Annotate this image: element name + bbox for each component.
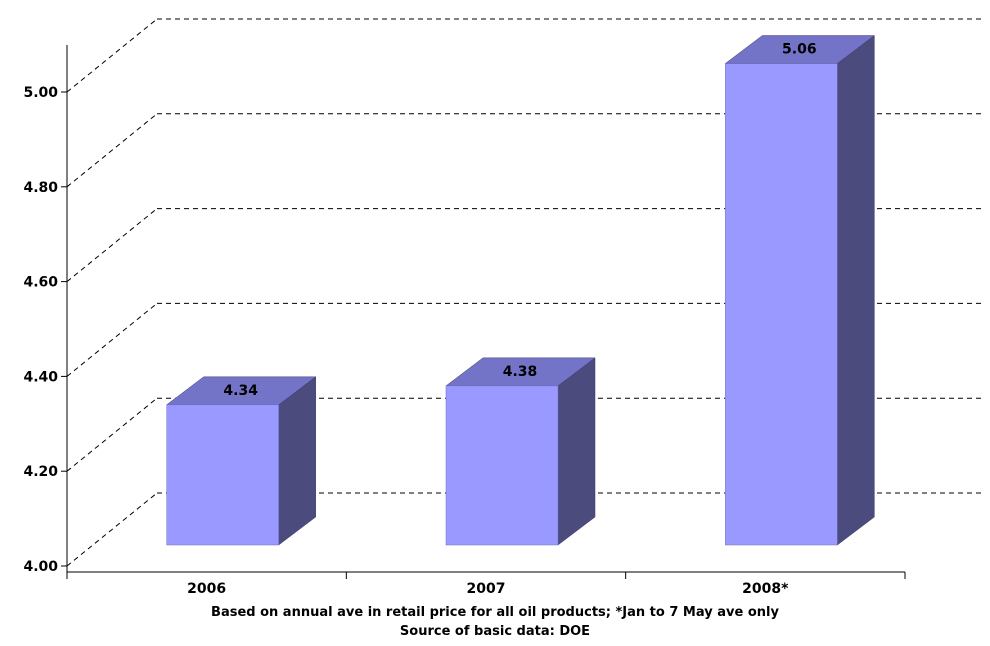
gridline-depth	[67, 303, 157, 376]
data-label: 4.34	[223, 383, 258, 399]
bar-2008	[725, 36, 874, 545]
y-tick-label: 4.80	[23, 180, 58, 196]
x-tick-label: 2008*	[742, 581, 789, 597]
x-tick-label: 2007	[467, 581, 506, 597]
bar-side	[279, 377, 316, 545]
bar-side	[558, 358, 595, 545]
bar-2007	[446, 358, 595, 545]
bar-front	[446, 386, 558, 545]
y-tick-label: 4.00	[23, 559, 58, 575]
bar-2006	[167, 377, 316, 545]
gridline-depth	[67, 114, 157, 187]
bar-front	[167, 405, 279, 545]
y-tick-label: 5.00	[23, 85, 58, 101]
data-label: 5.06	[782, 42, 817, 58]
footnote: Based on annual ave in retail price for …	[0, 605, 990, 620]
data-label: 4.38	[503, 364, 538, 380]
source-note: Source of basic data: DOE	[0, 624, 990, 639]
gridline-depth	[67, 398, 157, 471]
y-tick-label: 4.40	[23, 369, 58, 385]
bars	[167, 36, 875, 545]
bar-side	[837, 36, 874, 545]
labels: 4.00 4.20 4.40 4.60 4.80 5.00 4.34 2006 4.38 2007…	[23, 42, 816, 597]
gridline-depth	[67, 209, 157, 282]
gridline-depth	[67, 493, 157, 566]
gridline-depth	[67, 19, 157, 92]
x-tick-label: 2006	[187, 581, 226, 597]
y-tick-label: 4.20	[23, 464, 58, 480]
y-tick-label: 4.60	[23, 275, 58, 291]
bar-front	[725, 64, 837, 545]
